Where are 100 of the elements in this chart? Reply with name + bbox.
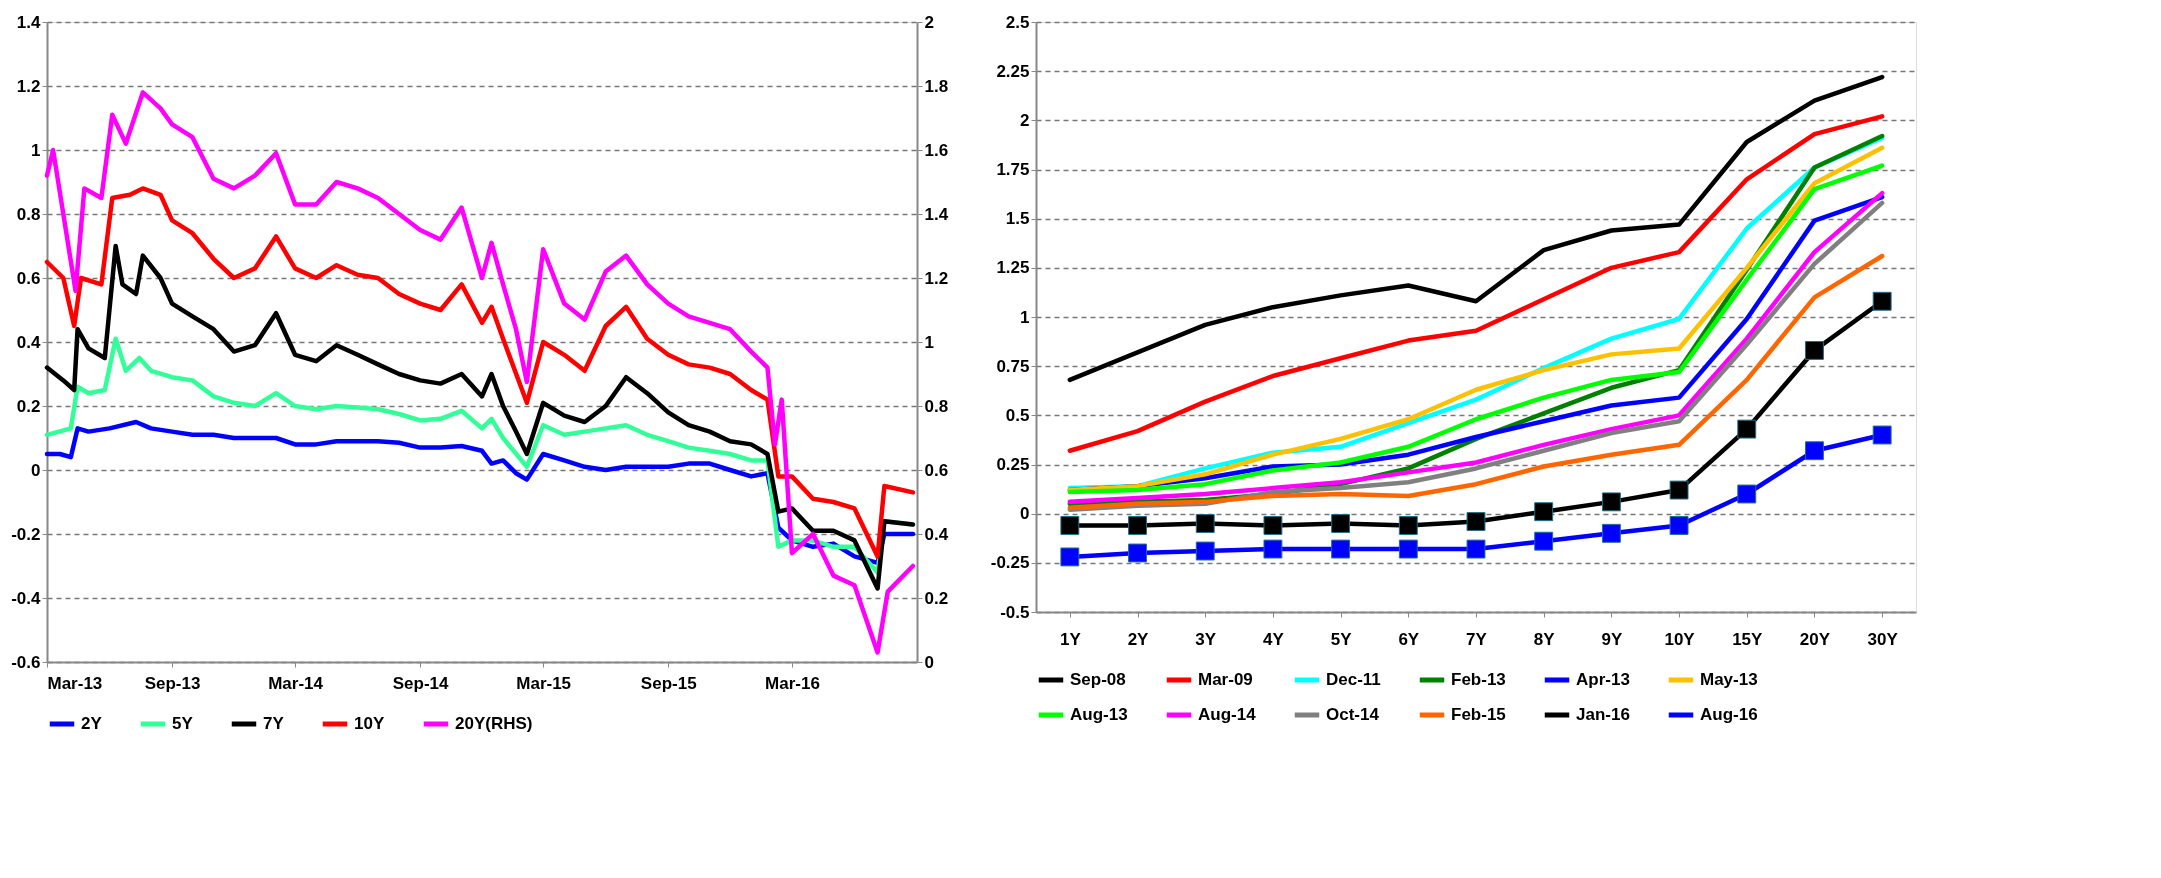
point [1263,539,1283,559]
legend-label: Feb-13 [1451,670,1506,689]
x-tick-label: Mar-15 [516,673,572,693]
y-tick-label: 0.8 [16,204,41,224]
point [1195,541,1215,561]
line-series [44,90,916,655]
point [1263,516,1283,535]
y-tick-label: 1.2 [16,76,41,96]
legend-label: May-13 [1700,670,1758,689]
legend-label: 5Y [172,714,194,733]
x-tick-label: Mar-14 [268,673,324,693]
legend-label: Mar-09 [1198,670,1253,689]
y2-tick-label: 2 [924,12,934,32]
y2-tick-label: 0.2 [924,588,949,608]
y-tick-label: 1.4 [16,12,42,32]
point [1060,547,1080,567]
y-tick-label: 1 [31,140,41,160]
y-tick-label: -0.5 [1000,602,1030,622]
point [1331,539,1351,559]
y-tick-label: 0 [31,460,41,480]
y-tick-label: 0 [1020,504,1030,524]
point [1601,523,1621,543]
point [1195,514,1215,533]
x-tick-label: 3Y [1195,629,1217,649]
y-tick-label: 1.5 [1005,209,1030,229]
point [1060,516,1080,535]
point [1872,425,1892,445]
point [1805,441,1824,461]
point [1737,484,1757,504]
y-tick-label: 2 [1020,110,1030,130]
y-tick-label: 1 [1020,307,1030,327]
point [1737,419,1757,439]
x-tick-label: 6Y [1398,629,1420,649]
point [1331,514,1351,533]
x-tick-label: 8Y [1533,629,1556,649]
legend-label: Apr-13 [1576,670,1630,689]
line-series [44,186,916,559]
point [1669,516,1689,535]
x-tick-label: 7Y [1466,629,1488,649]
point [1805,340,1824,360]
y-tick-label: -0.6 [11,652,41,672]
y2-tick-label: 0 [924,652,934,672]
x-tick-label: Sep-13 [144,673,201,693]
legend-label: Aug-13 [1070,705,1128,724]
point [1128,516,1147,535]
point [1128,543,1147,563]
y2-tick-label: 0.6 [924,460,949,480]
legend-label: Dec-11 [1326,670,1381,689]
y2-tick-label: 1.2 [924,268,949,288]
y-tick-label: 0.75 [996,356,1030,376]
point [1669,480,1689,500]
line-series [1067,74,1885,383]
point [1466,512,1486,531]
y-tick-label: 2.25 [996,61,1030,81]
y-tick-label: 0.25 [996,455,1030,474]
y-tick-label: 1.25 [996,258,1030,278]
line-series [1067,253,1885,511]
y2-tick-label: 1 [924,332,934,352]
y-tick-label: -0.2 [11,524,41,544]
point [1601,492,1621,512]
y2-tick-label: 0.4 [924,524,949,544]
y-tick-label: 1.75 [996,160,1030,179]
x-tick-label: Mar-13 [47,673,103,693]
legend-label: 10Y [354,714,385,733]
point [1466,539,1486,559]
y-tick-label: -0.4 [11,588,42,608]
point [1872,291,1892,311]
y-tick-label: 2.5 [1005,12,1030,32]
x-tick-label: 2Y [1127,629,1150,649]
y2-tick-label: 0.8 [924,396,949,416]
y-tick-label: 0.4 [16,332,42,352]
y2-tick-label: 1.8 [924,76,949,96]
x-tick-label: 20Y [1799,629,1831,649]
x-tick-label: Sep-14 [392,673,450,693]
point [1534,502,1554,522]
legend-label: Oct-14 [1326,705,1380,724]
x-tick-label: 10Y [1664,629,1696,649]
x-tick-label: 5Y [1330,629,1353,649]
x-tick-label: 1Y [1059,629,1082,649]
x-tick-label: Mar-16 [765,673,820,693]
y-tick-label: -0.25 [990,553,1030,573]
legend-label: Feb-15 [1451,705,1506,724]
legend-label: 7Y [263,714,285,733]
y-tick-label: 0.2 [16,396,41,416]
x-tick-label: 15Y [1732,629,1764,649]
y-tick-label: 0.5 [1005,405,1030,425]
legend-label: 2Y [81,714,103,733]
x-tick-label: 9Y [1601,629,1623,649]
point [1398,539,1418,559]
point [1398,516,1418,535]
line-series [44,243,916,591]
x-tick-label: 30Y [1867,629,1899,649]
line-series [1067,114,1885,453]
point [1534,531,1554,551]
legend-label: Sep-08 [1070,670,1126,689]
legend-label: Jan-16 [1576,705,1630,724]
y-tick-label: 0.6 [16,268,41,288]
x-tick-label: 4Y [1263,629,1285,649]
legend-label: Aug-14 [1198,705,1257,724]
y2-tick-label: 1.4 [924,204,949,224]
